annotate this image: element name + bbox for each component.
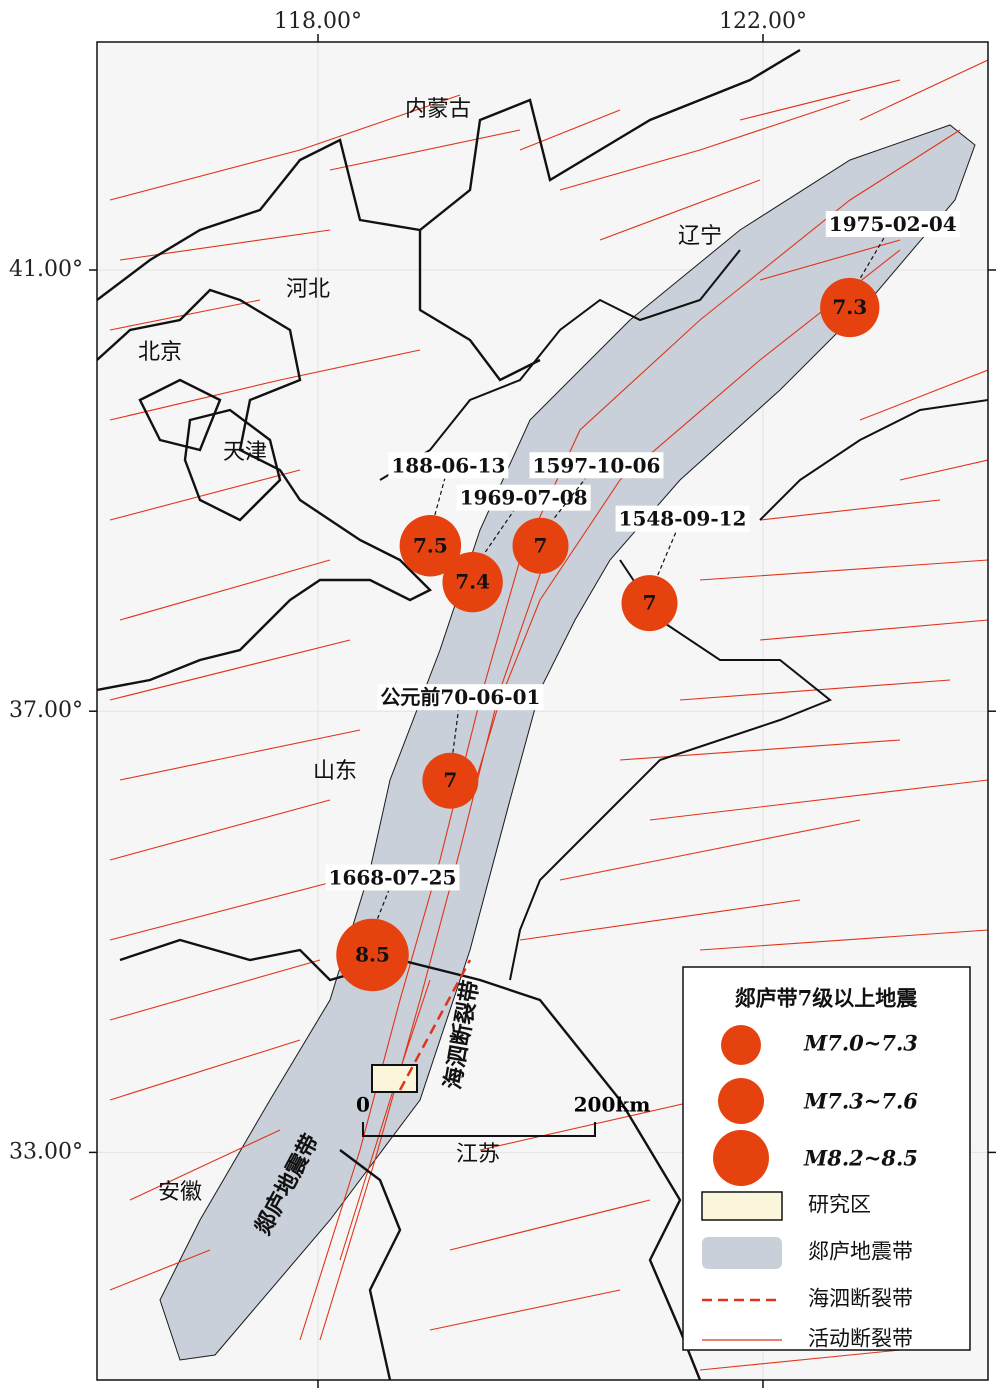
legend-label: M7.0~7.3 — [803, 1031, 918, 1056]
earthquake — [422, 752, 479, 809]
legend-label: 活动断裂带 — [808, 1327, 913, 1351]
scale-label: 200km — [574, 1093, 651, 1117]
legend-symbol — [701, 1191, 783, 1221]
legend-label: 研究区 — [808, 1193, 871, 1217]
x-tick-label: 122.00° — [719, 9, 807, 34]
date-label: 公元前70-06-01 — [380, 685, 540, 709]
y-tick-label: 41.00° — [9, 257, 83, 282]
date-label-bg — [825, 211, 960, 238]
region-label: 江苏 — [456, 1142, 500, 1167]
x-tick-label: 118.00° — [274, 9, 362, 34]
leader-line — [860, 237, 885, 279]
leader-line — [484, 510, 514, 553]
haisi-fault — [398, 959, 472, 1091]
legend-label: 郯庐地震带 — [808, 1240, 913, 1264]
date-label-bg — [325, 864, 460, 891]
study-area — [371, 1064, 418, 1093]
leader-line — [657, 531, 677, 576]
date-label: 1597-10-06 — [533, 453, 661, 477]
scale-label: 0 — [356, 1093, 370, 1117]
date-label-bg — [377, 684, 544, 711]
scale-line — [362, 1122, 596, 1137]
y-tick-label: 37.00° — [9, 698, 83, 723]
magnitude-label: 8.5 — [355, 942, 390, 966]
magnitude-label: 7 — [443, 768, 457, 792]
date-label: 1668-07-25 — [329, 865, 457, 889]
date-label-bg — [615, 505, 750, 532]
date-label-bg — [456, 484, 591, 511]
earthquake — [442, 551, 503, 613]
date-label-bg — [388, 452, 509, 479]
legend-label: M7.3~7.6 — [803, 1089, 918, 1114]
legend-title: 郯庐带7级以上地震 — [735, 986, 919, 1011]
region-label: 内蒙古 — [405, 97, 471, 122]
region-label: 河北 — [286, 277, 330, 302]
magnitude-label: 7 — [643, 591, 657, 615]
earthquake — [399, 515, 462, 577]
seismic-belt — [159, 124, 976, 1361]
magnitude-label: 7 — [534, 533, 548, 557]
legend-label: 海泗断裂带 — [808, 1287, 913, 1311]
leader-line — [452, 710, 459, 753]
legend: 郯庐带7级以上地震 M7.0~7.3 M7.3~7.6 M8.2~8.5 研究区… — [682, 966, 971, 1351]
legend-symbol — [721, 1025, 761, 1065]
boundaries — [97, 48, 801, 1380]
date-label: 1975-02-04 — [829, 212, 957, 236]
leader-line — [376, 890, 390, 919]
date-label: 1969-07-08 — [460, 486, 588, 510]
earthquakes: 7.3 1975-02-04 7.5 188-06-13 7.4 1969-07-08 7 1… — [325, 211, 960, 992]
legend-symbol — [713, 1130, 769, 1186]
magnitude-label: 7.3 — [832, 295, 867, 319]
leader-line — [554, 478, 586, 519]
region-label: 山东 — [313, 759, 357, 784]
region-label: 北京 — [138, 340, 182, 365]
legend-label: M8.2~8.5 — [803, 1146, 918, 1171]
earthquake — [336, 918, 409, 992]
region-label: 辽宁 — [678, 224, 722, 249]
legend-symbol — [702, 1237, 782, 1269]
legend-symbol — [718, 1078, 764, 1124]
leader-line — [434, 478, 446, 516]
earthquake — [621, 575, 678, 632]
scale-bar: 0 200km — [356, 1093, 650, 1137]
region-label: 安徽 — [158, 1180, 202, 1205]
earthquake — [512, 517, 569, 574]
coastline — [379, 249, 988, 981]
date-label-bg — [529, 452, 664, 479]
basemap — [97, 48, 988, 1380]
region-label: 天津 — [223, 440, 267, 465]
y-tick-label: 33.00° — [9, 1139, 83, 1164]
date-label: 188-06-13 — [391, 453, 505, 477]
magnitude-label: 7.5 — [413, 533, 448, 557]
magnitude-label: 7.4 — [455, 570, 490, 594]
date-label: 1548-09-12 — [619, 507, 747, 531]
earthquake — [820, 277, 880, 338]
